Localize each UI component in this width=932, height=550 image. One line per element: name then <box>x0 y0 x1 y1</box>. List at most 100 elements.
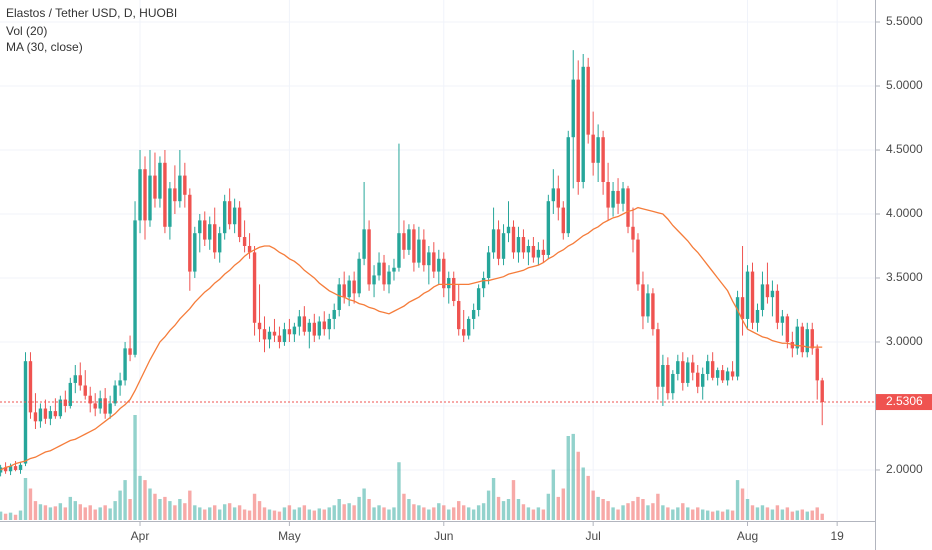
volume-bar <box>775 505 780 520</box>
volume-bar <box>282 507 287 520</box>
candle-body <box>307 322 312 332</box>
volume-bar <box>561 488 565 520</box>
volume-bar <box>213 505 217 520</box>
candle-body <box>133 220 137 355</box>
candles <box>0 50 824 477</box>
candle-body <box>442 258 446 289</box>
volume-bar <box>676 507 680 520</box>
candle-body <box>810 329 814 349</box>
ma-line <box>0 206 823 471</box>
candle-body <box>606 181 610 208</box>
volume-bar <box>815 507 819 520</box>
volume-bar <box>696 507 700 520</box>
y-tick-label: 3.5000 <box>886 270 923 284</box>
candle-body <box>581 66 585 182</box>
candle-body <box>735 297 740 377</box>
volume-bar <box>701 509 705 520</box>
candle-body <box>387 271 391 285</box>
candle-body <box>83 385 87 396</box>
volume-bar <box>33 501 38 520</box>
volume-bar <box>770 509 775 520</box>
candle-body <box>108 403 112 414</box>
volume-bar <box>3 513 8 520</box>
candle-body <box>113 385 117 404</box>
candle-body <box>173 188 177 202</box>
candle-body <box>138 169 142 221</box>
candle-body <box>740 297 745 319</box>
volume-bar <box>68 496 73 520</box>
volume-bar <box>272 510 277 520</box>
volume-pane <box>0 415 824 520</box>
volume-bar <box>98 507 102 520</box>
volume-bar <box>133 415 137 520</box>
volume-bar <box>227 503 232 520</box>
volume-bar <box>302 505 307 520</box>
volume-bar <box>108 508 112 520</box>
candle-body <box>437 258 441 272</box>
candle-body <box>755 309 760 323</box>
volume-bar <box>691 509 695 520</box>
candle-body <box>372 275 376 285</box>
volume-bar <box>765 507 770 520</box>
candle-body <box>33 412 38 422</box>
candle-body <box>282 329 287 342</box>
volume-bar <box>78 504 82 520</box>
candle-body <box>701 373 705 387</box>
candle-body <box>267 331 272 340</box>
candle-body <box>178 175 182 202</box>
candle-body <box>705 361 710 374</box>
volume-bar <box>755 507 760 520</box>
volume-bar <box>262 507 267 520</box>
volume-bar <box>377 505 381 520</box>
candle-body <box>466 318 471 336</box>
candle-body <box>775 290 780 323</box>
candle-body <box>461 329 466 336</box>
candle-body <box>820 380 824 403</box>
candle-body <box>28 361 33 413</box>
candle-body <box>352 280 356 294</box>
candle-body <box>412 229 416 263</box>
candle-body <box>795 326 800 349</box>
volume-bar <box>536 507 541 520</box>
x-tick-label: May <box>278 529 301 543</box>
volume-bar <box>73 501 77 520</box>
volume-bar <box>48 507 53 520</box>
volume-bar <box>13 514 18 520</box>
volume-bar <box>412 504 416 520</box>
candle-body <box>88 395 92 404</box>
volume-bar <box>63 507 68 520</box>
volume-bar <box>810 510 814 520</box>
volume-bar <box>591 490 595 520</box>
candle-body <box>257 322 262 330</box>
volume-bar <box>153 493 157 520</box>
candle-body <box>118 380 122 386</box>
candle-body <box>402 233 406 250</box>
volume-bar <box>506 499 511 520</box>
x-tick-label: 19 <box>830 529 844 543</box>
candle-body <box>526 245 531 253</box>
volume-bar <box>551 469 556 520</box>
volume-bar <box>466 507 471 520</box>
volume-bar <box>447 509 451 520</box>
volume-bar <box>0 511 3 520</box>
candle-body <box>452 277 456 302</box>
volume-bar <box>193 505 197 520</box>
volume-bar <box>476 505 481 520</box>
candle-body <box>327 318 331 330</box>
candle-body <box>93 403 97 409</box>
volume-bar <box>168 501 172 520</box>
candle-body <box>486 252 491 278</box>
volume-bar <box>208 507 212 520</box>
volume-bar <box>183 503 187 520</box>
candle-body <box>18 464 23 470</box>
candle-body <box>148 175 152 221</box>
volume-bar <box>347 503 351 520</box>
candle-body <box>312 322 317 336</box>
volume-bar <box>307 509 312 520</box>
candle-body <box>247 245 252 253</box>
volume-bar <box>715 510 720 520</box>
volume-bar <box>267 509 272 520</box>
candle-body <box>98 398 102 409</box>
candle-body <box>78 375 82 386</box>
